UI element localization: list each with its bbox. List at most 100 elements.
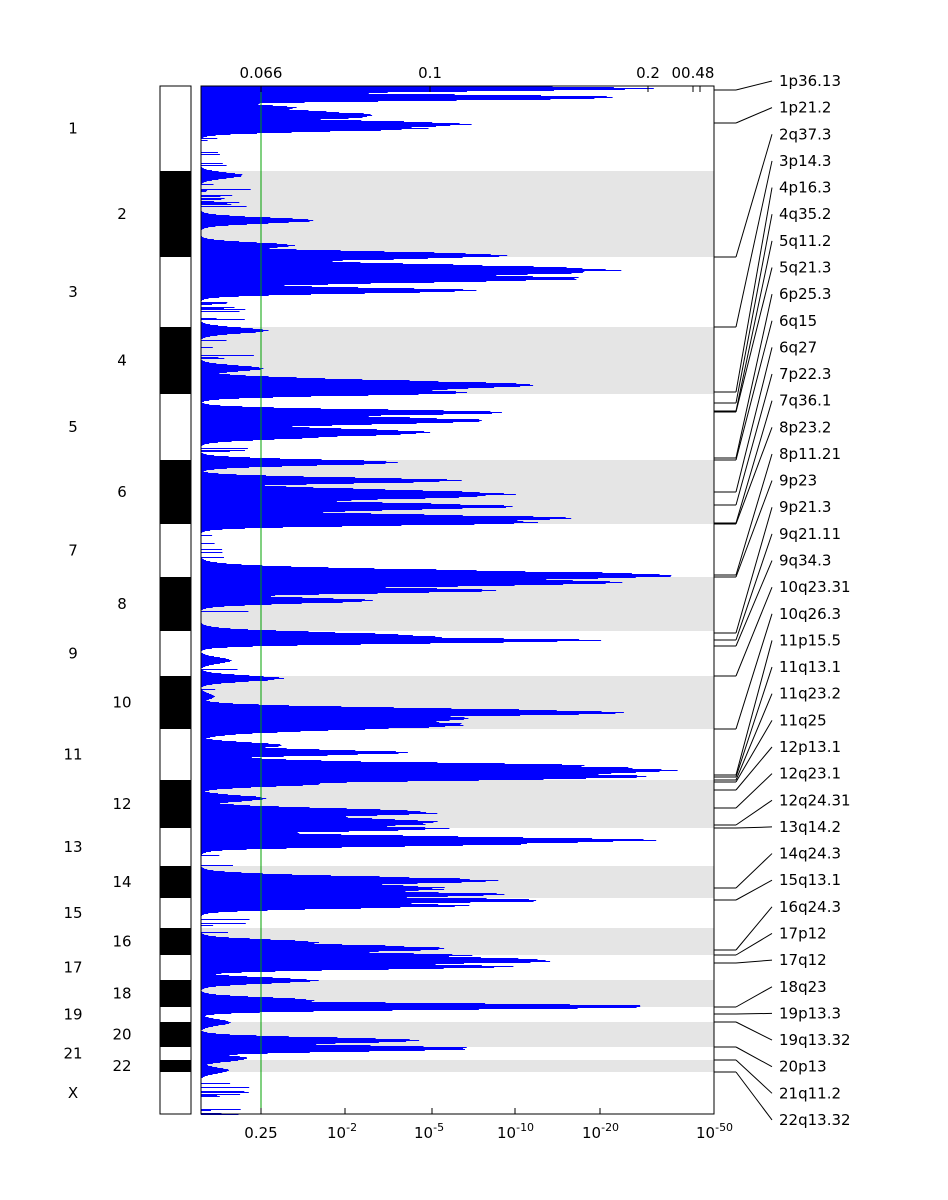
peak-leader <box>735 107 773 124</box>
peak-leader <box>735 826 773 829</box>
peak-label: 6p25.3 <box>779 285 831 303</box>
chromosome-label: 8 <box>117 595 127 613</box>
chromosome-label: 15 <box>63 904 82 922</box>
peak-label-group: 13q14.2 <box>714 818 841 836</box>
peak-leader <box>735 373 773 506</box>
peak-leader <box>735 347 773 493</box>
peak-leader <box>735 134 773 258</box>
peak-label: 12p13.1 <box>779 738 841 756</box>
q-value-label: 0.1 <box>418 64 442 82</box>
chromosome-label: 2 <box>117 205 127 223</box>
chromosome-label: 16 <box>112 933 131 951</box>
peak-label-group: 14q24.3 <box>714 845 841 889</box>
peak-leader <box>735 240 773 412</box>
peak-label-group: 12q24.31 <box>714 791 851 826</box>
p-value-label: 10-20 <box>582 1121 619 1142</box>
peak-label-group: 8p11.21 <box>714 445 841 576</box>
peak-label: 1p21.2 <box>779 99 831 117</box>
peak-label-group: 6q27 <box>714 338 817 493</box>
peak-label-group: 15q13.1 <box>714 871 841 901</box>
ideogram-block <box>160 676 191 729</box>
peak-label-group: 3p14.3 <box>714 152 831 328</box>
q-value-label: 0.2 <box>636 64 660 82</box>
peak-leader <box>735 586 773 677</box>
chromosome-ideogram <box>159 85 192 1115</box>
peak-label-group: 17p12 <box>714 924 827 956</box>
peak-label: 6q27 <box>779 338 817 356</box>
peak-label-group: 19q13.32 <box>714 1021 851 1049</box>
peak-label: 3p14.3 <box>779 152 831 170</box>
peak-leader <box>735 1021 773 1041</box>
peak-leader <box>735 933 773 956</box>
peak-label-group: 5q11.2 <box>714 232 831 412</box>
peak-leader <box>735 1046 773 1068</box>
peak-leader <box>735 160 773 328</box>
peak-leader <box>735 427 773 525</box>
peak-label-group: 22q13.32 <box>714 1071 851 1129</box>
peak-leader <box>735 773 773 809</box>
peak-labels: 1p36.13 1p21.2 2q37.3 3p14.3 4p16.3 4q35.2 5q1… <box>714 72 851 1129</box>
chromosome-label: 17 <box>63 959 82 977</box>
peak-label: 10q26.3 <box>779 605 841 623</box>
peak-label: 11q25 <box>779 711 827 729</box>
peak-label: 12q23.1 <box>779 765 841 783</box>
peak-leader <box>735 1012 773 1015</box>
chromosome-label: 14 <box>112 873 131 891</box>
peak-label: 10q23.31 <box>779 578 851 596</box>
peak-leader <box>735 187 773 393</box>
peak-leader <box>735 720 773 783</box>
chromosome-band-shading <box>201 171 714 1072</box>
peak-leader <box>735 560 773 647</box>
peak-label-group: 10q26.3 <box>714 605 841 730</box>
peak-label: 18q23 <box>779 978 827 996</box>
ideogram-block <box>160 928 191 955</box>
peak-label-group: 9p23 <box>714 472 817 578</box>
peak-label-group: 8p23.2 <box>714 418 831 525</box>
peak-label: 14q24.3 <box>779 845 841 863</box>
peak-leader <box>735 80 773 91</box>
chromosome-label: 6 <box>117 483 127 501</box>
peak-leader <box>735 267 773 413</box>
ideogram-block <box>160 327 191 394</box>
peak-label-group: 1p21.2 <box>714 99 831 124</box>
peak-label-group: 18q23 <box>714 978 827 1008</box>
band-shade <box>201 1060 714 1072</box>
plot-frame <box>200 85 715 1115</box>
p-value-label: 0.25 <box>244 1124 277 1142</box>
ideogram-block <box>160 171 191 257</box>
peak-label-group: 6p25.3 <box>714 285 831 459</box>
ideogram-block <box>160 1060 191 1072</box>
peak-leader <box>735 693 773 781</box>
chromosome-label: 4 <box>117 352 127 370</box>
peak-label: 9q34.3 <box>779 552 831 570</box>
peak-label: 19p13.3 <box>779 1004 841 1022</box>
peak-label: 6q15 <box>779 312 817 330</box>
chromosome-label: 18 <box>112 985 131 1003</box>
peak-leader <box>735 959 773 964</box>
peak-label-group: 21q11.2 <box>714 1059 841 1102</box>
peak-label-group: 9p21.3 <box>714 498 831 634</box>
peak-label: 8p23.2 <box>779 418 831 436</box>
peak-label-group: 10q23.31 <box>714 578 851 677</box>
chromosome-label: 3 <box>68 283 78 301</box>
p-value-label: 10-2 <box>327 1121 357 1142</box>
peak-label: 12q24.31 <box>779 791 851 809</box>
peak-label-group: 11p15.5 <box>714 631 841 776</box>
peak-leader <box>735 879 773 901</box>
band-shade <box>201 171 714 257</box>
peak-label: 1p36.13 <box>779 72 841 90</box>
peak-leader <box>735 613 773 730</box>
peak-label-group: 7q36.1 <box>714 392 831 524</box>
ideogram-block <box>160 780 191 828</box>
chromosome-label: 12 <box>112 795 131 813</box>
peak-label: 16q24.3 <box>779 898 841 916</box>
peak-label-group: 4q35.2 <box>714 205 831 404</box>
peak-leader <box>735 666 773 778</box>
ideogram-block <box>160 460 191 524</box>
peak-leader <box>735 320 773 461</box>
peak-label: 11q13.1 <box>779 658 841 676</box>
chromosome-label: 5 <box>68 418 78 436</box>
peak-label-group: 9q34.3 <box>714 552 831 647</box>
chromosome-label: 10 <box>112 694 131 712</box>
peak-label: 17p12 <box>779 924 827 942</box>
